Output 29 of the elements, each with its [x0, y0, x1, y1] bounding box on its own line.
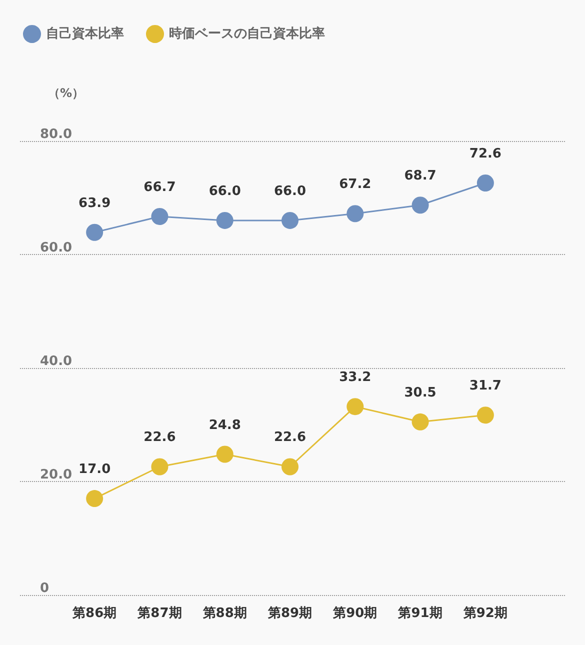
- x-tick-label: 第89期: [266, 606, 312, 621]
- y-tick-label: 60.0: [40, 240, 72, 256]
- legend-label: 自己資本比率: [46, 26, 124, 42]
- x-tick-label: 第91期: [397, 606, 442, 621]
- data-label: 22.6: [274, 430, 306, 446]
- data-label: 63.9: [78, 196, 111, 211]
- x-tick-label: 第92期: [462, 606, 508, 621]
- data-label: 17.0: [78, 462, 111, 478]
- legend-label: 時価ベースの自己資本比率: [169, 26, 325, 42]
- x-tick-label: 第90期: [332, 606, 378, 621]
- data-label: 68.7: [404, 168, 436, 184]
- data-label: 66.0: [208, 184, 241, 199]
- data-label: 72.6: [469, 146, 502, 162]
- y-tick-label: 40.0: [40, 354, 72, 369]
- data-label: 67.2: [339, 177, 372, 192]
- y-tick-label: 80.0: [40, 127, 72, 142]
- y-axis-title: （%）: [48, 86, 84, 100]
- data-label: 66.0: [274, 184, 306, 199]
- x-tick-label: 第86期: [72, 606, 117, 621]
- data-label: 66.7: [144, 180, 176, 195]
- data-label: 33.2: [339, 370, 372, 386]
- data-label: 24.8: [208, 418, 241, 433]
- y-tick-label: 20.0: [40, 468, 72, 482]
- data-label: 30.5: [404, 385, 436, 400]
- x-tick-label: 第87期: [136, 606, 182, 621]
- data-label: 22.6: [144, 430, 176, 446]
- data-label: 31.7: [469, 378, 502, 394]
- y-tick-label: 0: [40, 581, 50, 596]
- x-tick-label: 第88期: [202, 606, 247, 621]
